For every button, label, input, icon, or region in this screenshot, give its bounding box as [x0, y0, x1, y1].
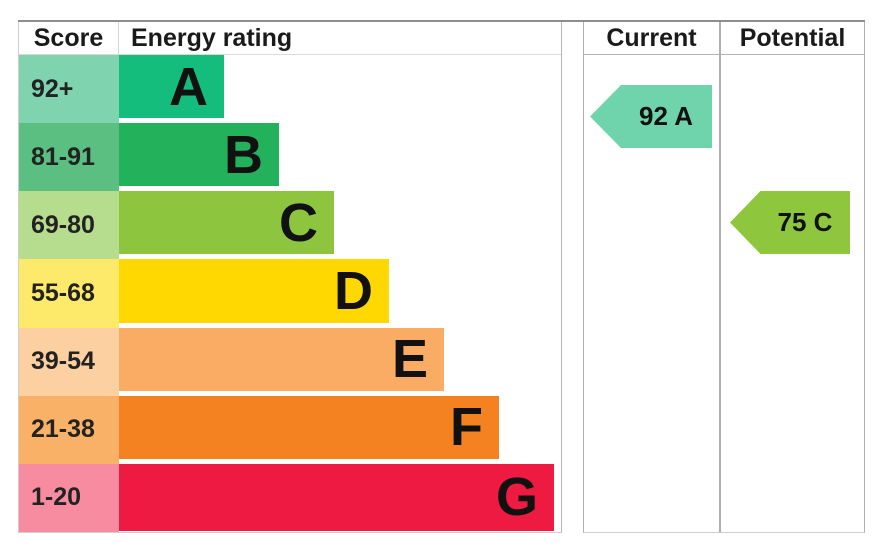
energy-rating-table: Score Energy rating 92+ A 81-91 B 69-80 …	[18, 22, 562, 533]
rating-bar-track: G	[119, 463, 561, 532]
rating-band-row: 81-91 B	[19, 123, 561, 192]
rating-letter: F	[450, 397, 483, 458]
rating-bar: A	[119, 55, 224, 119]
rating-bar-track: C	[119, 191, 561, 260]
rating-band-row: 92+ A	[19, 55, 561, 124]
score-range-cell: 69-80	[19, 191, 119, 260]
score-range-cell: 92+	[19, 55, 119, 124]
rating-letter: D	[334, 260, 373, 321]
rating-bar: E	[119, 327, 444, 391]
left-arrow-icon	[590, 85, 712, 148]
score-column-header: Score	[19, 22, 119, 54]
potential-column-header: Potential	[721, 22, 864, 55]
rating-band-row: 21-38 F	[19, 395, 561, 464]
score-range-cell: 55-68	[19, 259, 119, 328]
rating-bar: G	[119, 463, 554, 531]
current-column-body: 92 A	[584, 55, 719, 532]
potential-rating-arrow: 75 C	[730, 191, 850, 254]
rating-bar: C	[119, 191, 334, 255]
current-rating-arrow: 92 A	[590, 85, 712, 148]
left-arrow-icon	[730, 191, 850, 254]
rating-band-row: 55-68 D	[19, 259, 561, 328]
score-range-cell: 1-20	[19, 463, 119, 532]
current-column: Current 92 A	[583, 22, 720, 533]
rating-bar-track: B	[119, 123, 561, 192]
potential-rating-value: 75 C	[777, 207, 833, 237]
rating-bar-track: F	[119, 395, 561, 464]
rating-bar: B	[119, 123, 279, 187]
energy-rating-column-header: Energy rating	[131, 23, 293, 52]
rating-letter: A	[169, 56, 208, 117]
rating-bar-track: D	[119, 259, 561, 328]
rating-letter: E	[391, 329, 428, 390]
rating-band-row: 1-20 G	[19, 463, 561, 532]
rating-band-row: 69-80 C	[19, 191, 561, 260]
rating-bar: F	[119, 395, 499, 459]
potential-column-body: 75 C	[721, 55, 864, 532]
rating-bar-track: A	[119, 55, 561, 124]
rating-band-row: 39-54 E	[19, 327, 561, 396]
rating-bands: 92+ A 81-91 B 69-80 C 55-68 D	[19, 55, 561, 532]
rating-letter: G	[495, 467, 538, 528]
potential-column: Potential 75 C	[720, 22, 865, 533]
score-range-cell: 81-91	[19, 123, 119, 192]
table-header-row: Score Energy rating	[19, 22, 561, 55]
current-column-header: Current	[584, 22, 719, 55]
rating-bar-track: E	[119, 327, 561, 396]
score-range-cell: 39-54	[19, 327, 119, 396]
table-top-border	[18, 20, 865, 22]
rating-letter: B	[224, 124, 263, 185]
score-range-cell: 21-38	[19, 395, 119, 464]
current-rating-value: 92 A	[639, 101, 693, 131]
rating-bar: D	[119, 259, 389, 323]
rating-letter: C	[279, 192, 318, 253]
